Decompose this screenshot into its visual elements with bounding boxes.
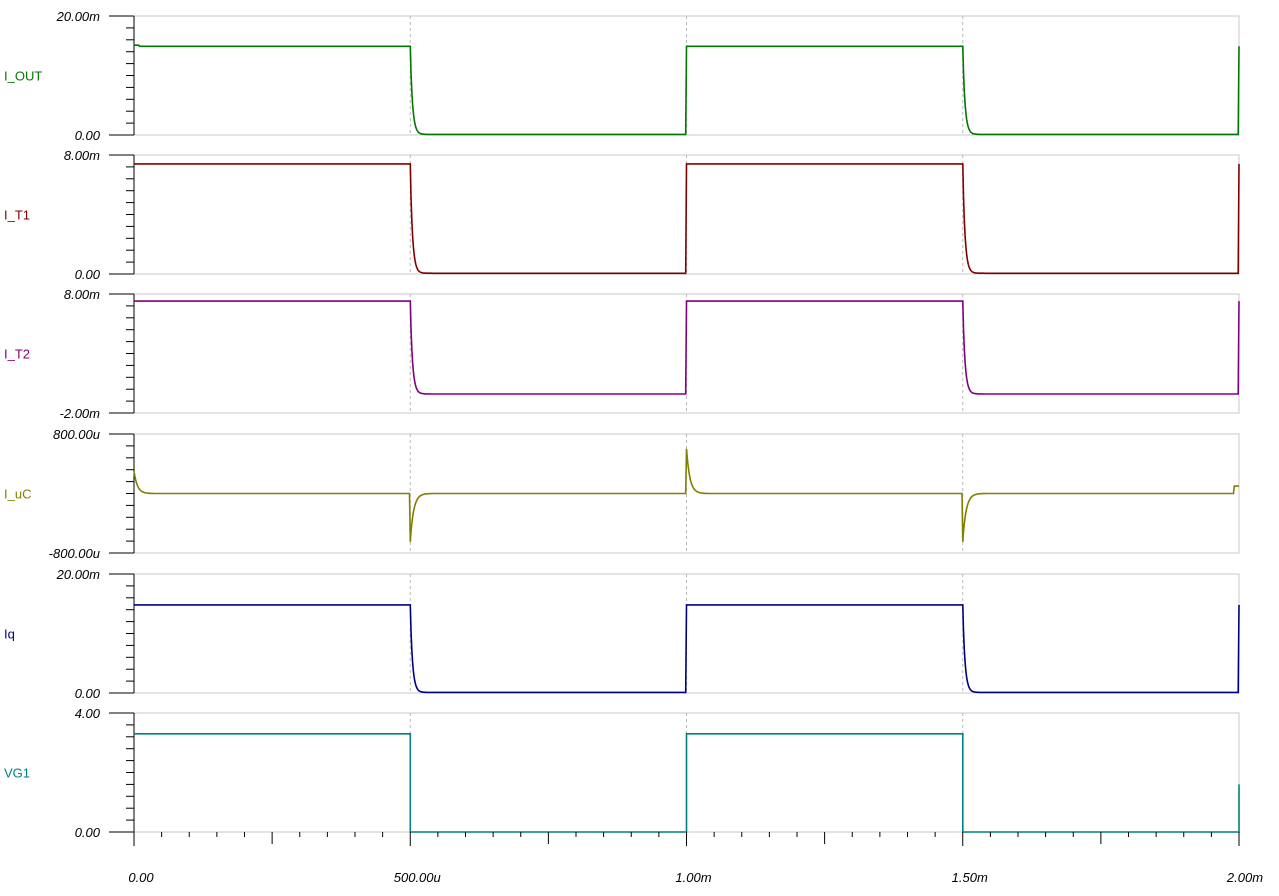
y-tick-label: 0.00 (75, 267, 101, 282)
series-line-i_uc (133, 448, 1239, 542)
y-tick-label: 8.00m (64, 148, 100, 163)
y-tick-label: 20.00m (56, 9, 101, 24)
x-tick-label: 0.00 (128, 870, 154, 885)
y-tick-label: 800.00u (53, 427, 100, 442)
trace-name-vg1: VG1 (4, 766, 30, 781)
y-tick-label: 0.00 (75, 825, 101, 840)
trace-name-i_t1: I_T1 (4, 208, 30, 223)
trace-name-i_uc: I_uC (4, 487, 31, 502)
x-tick-label: 1.50m (952, 870, 988, 885)
series-line-iq (134, 604, 1240, 694)
y-tick-label: 0.00 (75, 686, 101, 701)
y-tick-label: 4.00 (75, 706, 101, 721)
y-tick-label: -800.00u (49, 546, 100, 561)
y-tick-label: 0.00 (75, 128, 101, 143)
series-line-i_t1 (134, 163, 1240, 275)
series-line-i_t2 (134, 300, 1240, 395)
y-tick-label: 20.00m (56, 567, 101, 582)
trace-name-iq: Iq (4, 627, 15, 642)
series-line-i_out (134, 44, 1240, 136)
x-tick-label: 500.00u (394, 870, 441, 885)
x-tick-label: 2.00m (1226, 870, 1263, 885)
trace-name-i_t2: I_T2 (4, 347, 30, 362)
trace-name-i_out: I_OUT (4, 69, 42, 84)
y-tick-label: 8.00m (64, 287, 100, 302)
series-line-vg1 (134, 733, 1240, 833)
y-tick-label: -2.00m (60, 406, 101, 421)
x-tick-label: 1.00m (675, 870, 711, 885)
